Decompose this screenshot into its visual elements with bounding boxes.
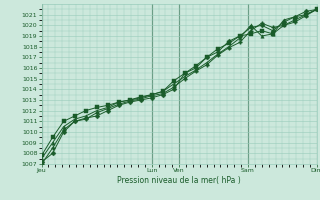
X-axis label: Pression niveau de la mer( hPa ): Pression niveau de la mer( hPa ) [117,176,241,185]
